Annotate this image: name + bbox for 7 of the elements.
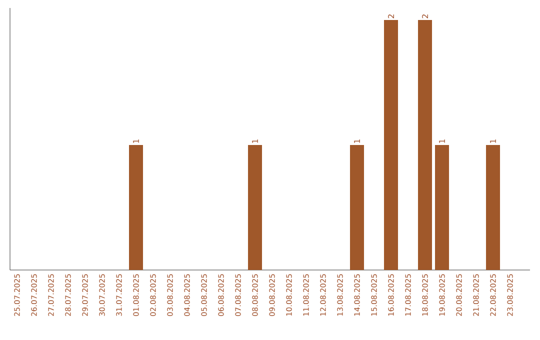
data-label: 1 <box>133 139 139 143</box>
data-label: 2 <box>422 14 428 18</box>
data-label: 1 <box>490 139 496 143</box>
data-label: 1 <box>439 139 445 143</box>
data-label: 1 <box>354 139 360 143</box>
data-label: 1 <box>252 139 258 143</box>
data-label: 2 <box>388 14 394 18</box>
